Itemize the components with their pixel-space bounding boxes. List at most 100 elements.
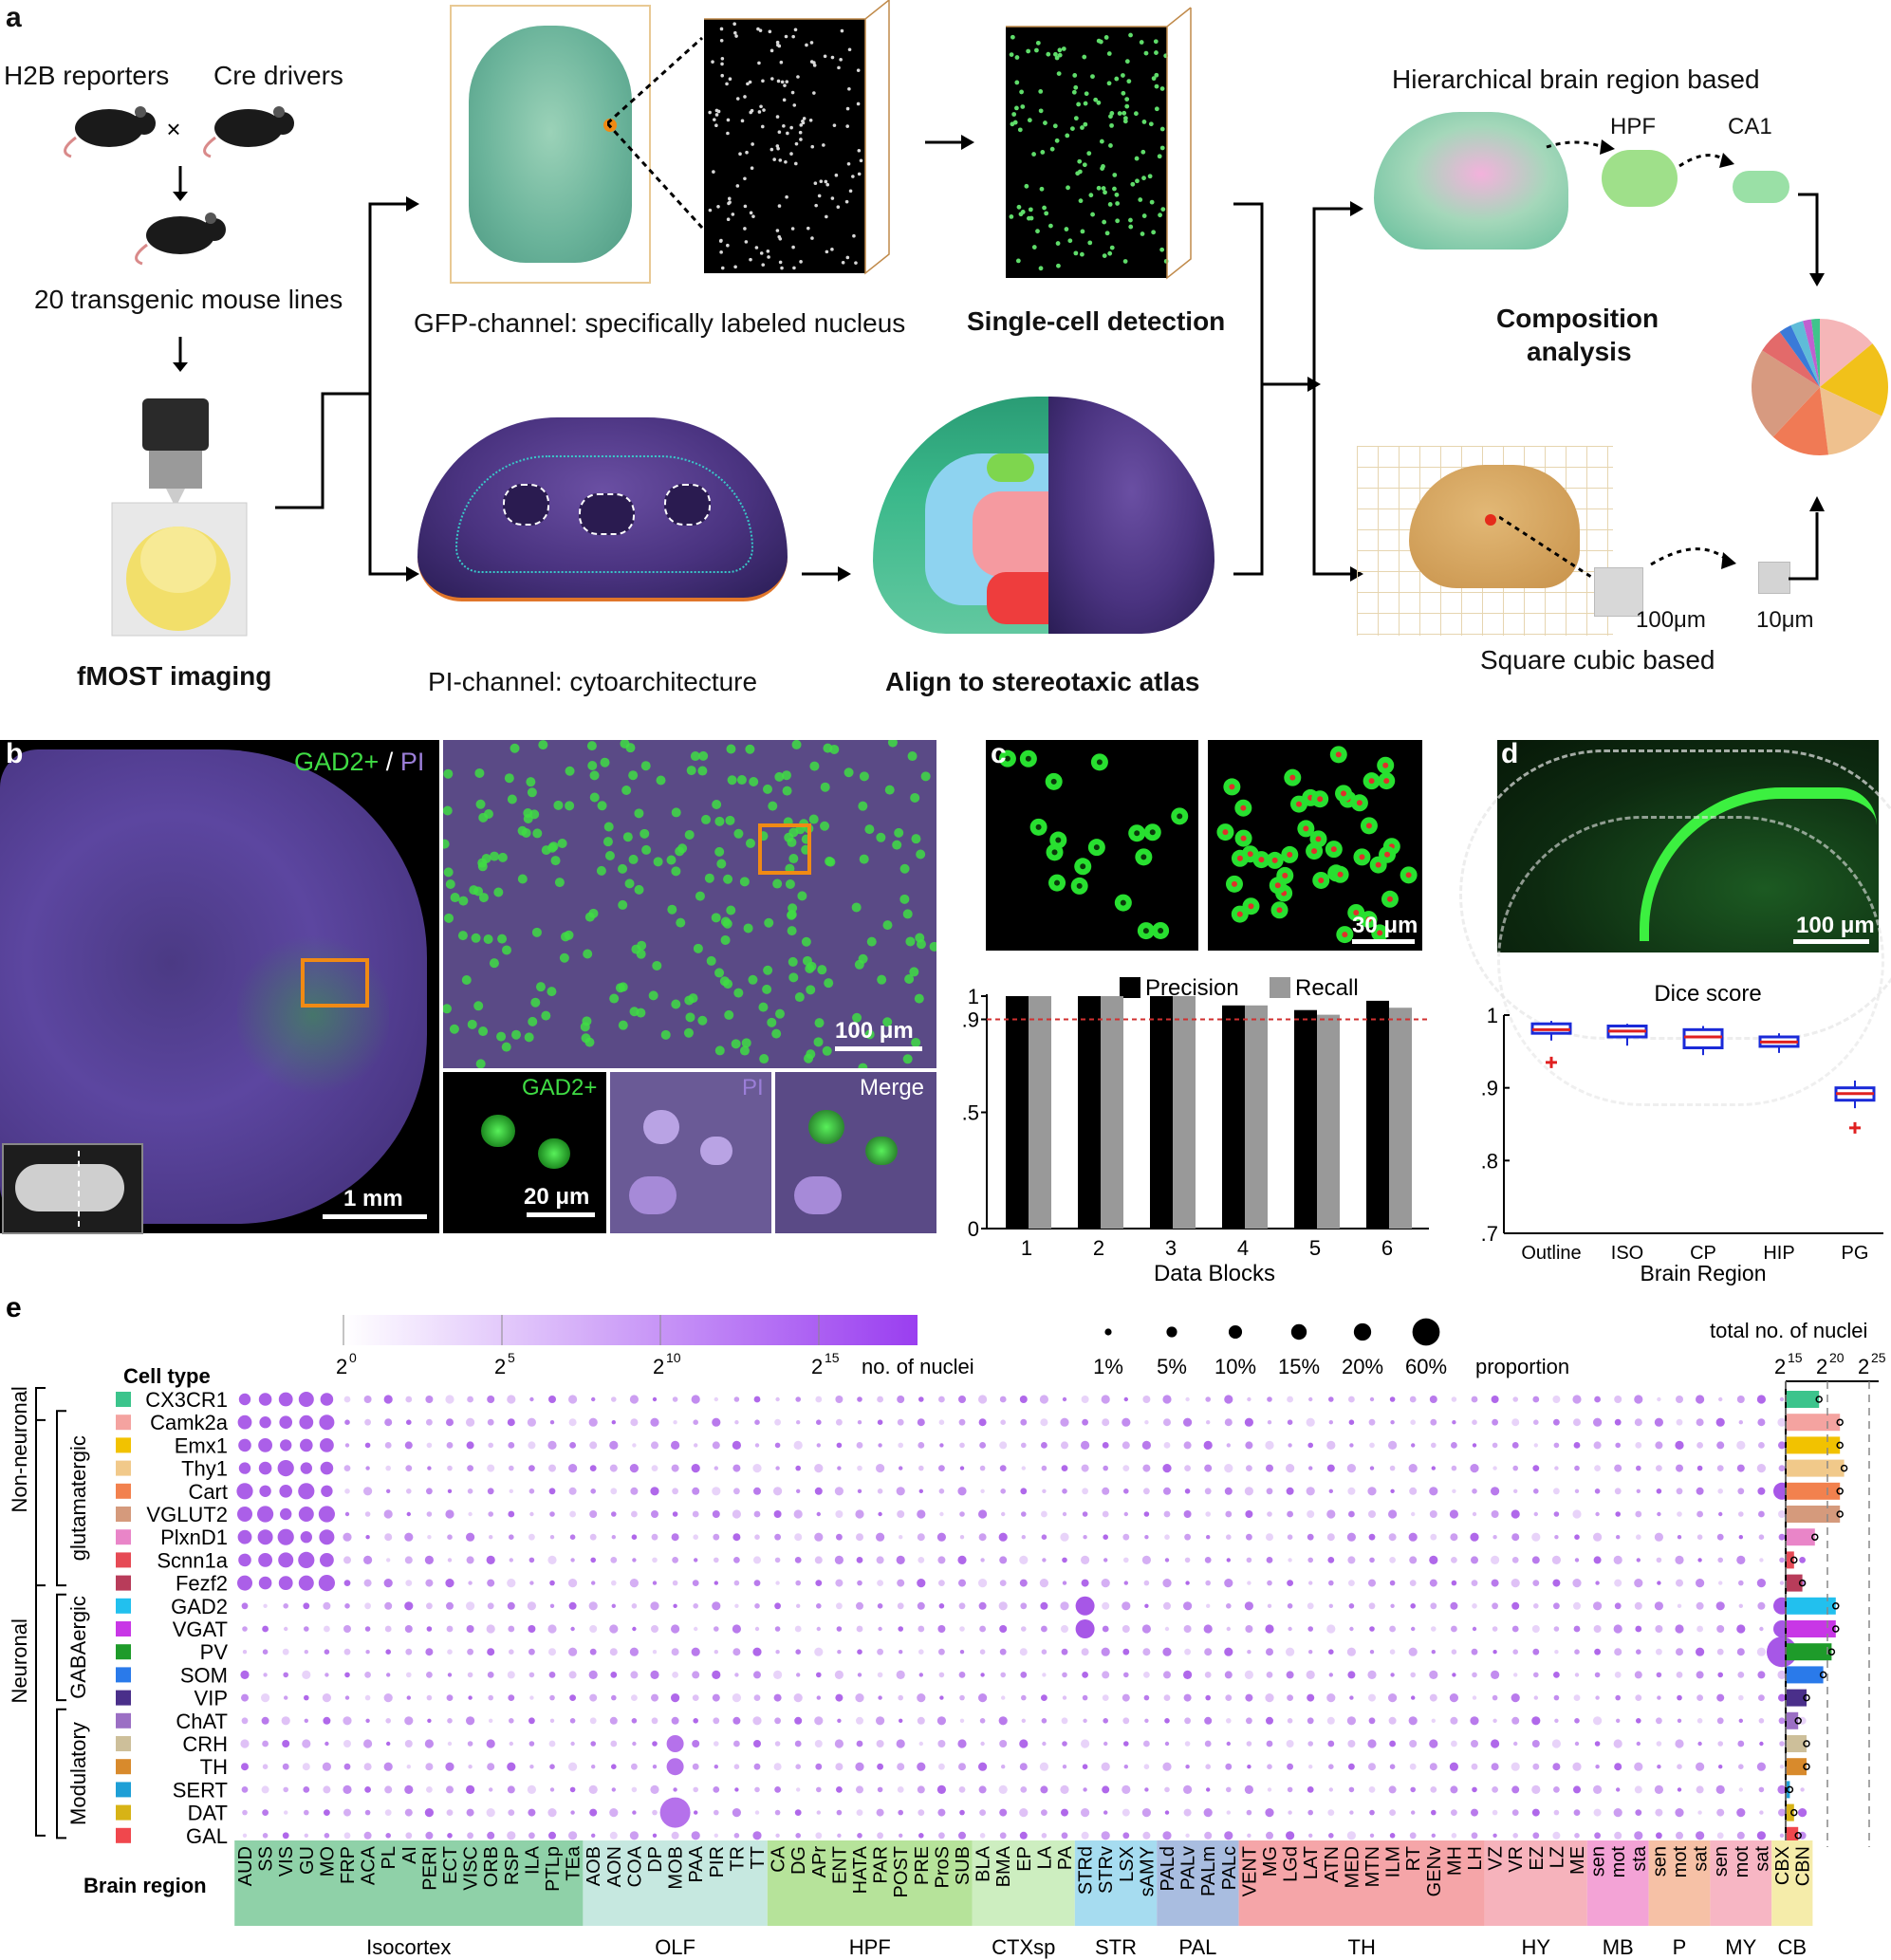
matrix-dot bbox=[857, 1833, 862, 1839]
matrix-dot bbox=[1779, 1833, 1785, 1838]
nucleus-dot bbox=[719, 250, 723, 254]
matrix-dot bbox=[652, 1650, 658, 1655]
matrix-dot bbox=[262, 1649, 269, 1655]
nucleus-dot bbox=[775, 40, 780, 45]
matrix-dot bbox=[1288, 1443, 1292, 1448]
matrix-dot bbox=[527, 1784, 537, 1794]
nucleus-dot bbox=[776, 43, 780, 47]
matrix-dot bbox=[732, 1693, 742, 1703]
matrix-dot bbox=[238, 1462, 251, 1474]
matrix-dot bbox=[1287, 1763, 1293, 1770]
gad-cell-dot bbox=[758, 1002, 769, 1012]
matrix-dot bbox=[918, 1465, 924, 1471]
total-nuclei-point bbox=[1786, 1785, 1794, 1794]
matrix-dot bbox=[672, 1580, 678, 1586]
region-label: RT bbox=[1403, 1846, 1424, 1871]
matrix-dot bbox=[1594, 1741, 1601, 1747]
matrix-dot bbox=[1143, 1672, 1150, 1678]
ca1-label: CA1 bbox=[1728, 114, 1772, 139]
matrix-dot bbox=[486, 1808, 495, 1818]
gad-cell-dot bbox=[844, 767, 854, 778]
nucleus-dot bbox=[720, 73, 725, 78]
matrix-dot bbox=[1141, 1440, 1151, 1450]
gfp-channel-label: GFP-channel: specifically labeled nucleu… bbox=[414, 308, 906, 338]
size-legend-dot bbox=[1412, 1318, 1440, 1346]
cell-core bbox=[1055, 837, 1062, 843]
matrix-dot bbox=[1572, 1579, 1582, 1588]
matrix-dot bbox=[651, 1625, 658, 1633]
matrix-dot bbox=[467, 1488, 473, 1494]
matrix-dot bbox=[1082, 1488, 1088, 1495]
gad-cell-dot bbox=[695, 891, 705, 901]
matrix-dot bbox=[659, 1797, 691, 1828]
matrix-dot bbox=[957, 1739, 967, 1748]
nucleus-dot bbox=[857, 172, 862, 176]
box bbox=[1682, 1027, 1724, 1049]
gad-cell-dot bbox=[553, 800, 564, 810]
cell-type-label: Emx1 bbox=[175, 1433, 228, 1457]
nucleus-dot bbox=[794, 141, 799, 146]
matrix-dot bbox=[241, 1717, 249, 1725]
cell-type-label: GAD2 bbox=[171, 1595, 228, 1618]
matrix-dot bbox=[1472, 1786, 1477, 1793]
matrix-dot bbox=[1224, 1395, 1233, 1404]
matrix-dot bbox=[814, 1487, 823, 1495]
matrix-dot bbox=[918, 1833, 924, 1839]
matrix-dot bbox=[815, 1580, 823, 1586]
matrix-dot bbox=[631, 1534, 638, 1540]
matrix-dot bbox=[343, 1465, 351, 1471]
gad-cell-dot bbox=[497, 852, 508, 862]
matrix-dot bbox=[1471, 1832, 1478, 1840]
total-nuclei-bar bbox=[1786, 1826, 1799, 1844]
matrix-dot bbox=[384, 1625, 392, 1633]
nucleus-dot bbox=[825, 250, 829, 254]
matrix-dot bbox=[835, 1763, 844, 1771]
detection-center bbox=[1271, 857, 1278, 863]
matrix-dot bbox=[1696, 1418, 1704, 1427]
gad-cell-dot bbox=[877, 974, 887, 985]
matrix-dot bbox=[937, 1625, 946, 1633]
matrix-dot bbox=[528, 1648, 535, 1655]
matrix-dot bbox=[467, 1465, 473, 1471]
matrix-dot bbox=[1247, 1650, 1251, 1655]
detection-center bbox=[1359, 854, 1365, 860]
matrix-dot bbox=[1205, 1511, 1211, 1517]
matrix-dot bbox=[835, 1579, 844, 1587]
region-group-band bbox=[234, 1840, 584, 1926]
group-label-neuronal: Neuronal bbox=[8, 1618, 31, 1703]
panel-e-dot-matrix: e2 0 2 5 2 10 2 15 no. of nuclei 1% 5% 10% 15% 20% 60%… bbox=[6, 1292, 1886, 1959]
gad-cell-dot bbox=[497, 934, 508, 944]
gad-cell-dot bbox=[443, 867, 454, 878]
matrix-dot bbox=[1411, 1443, 1416, 1448]
region-label: LSX bbox=[1117, 1846, 1138, 1882]
cell-type-swatch bbox=[116, 1736, 131, 1751]
nucleus-dot bbox=[713, 118, 716, 121]
matrix-dot bbox=[1614, 1648, 1622, 1656]
matrix-dot bbox=[1346, 1831, 1356, 1840]
detected-cell-dot bbox=[1052, 123, 1058, 129]
matrix-dot bbox=[528, 1533, 535, 1541]
detection-center bbox=[1296, 801, 1303, 807]
detected-cell-dot bbox=[1128, 217, 1133, 223]
matrix-dot bbox=[1163, 1510, 1171, 1518]
gad-cell-dot bbox=[564, 930, 574, 940]
matrix-dot bbox=[1266, 1672, 1273, 1678]
gad-cell-dot bbox=[648, 990, 658, 1001]
matrix-dot bbox=[1450, 1716, 1458, 1725]
matrix-dot bbox=[466, 1556, 474, 1564]
matrix-dot bbox=[1675, 1440, 1684, 1450]
nucleus-dot bbox=[812, 64, 817, 67]
nucleus-dot bbox=[837, 65, 841, 70]
matrix-dot bbox=[467, 1832, 473, 1840]
gad-pi-label: GAD2+ / PI bbox=[294, 748, 424, 777]
matrix-dot bbox=[1287, 1419, 1293, 1425]
matrix-dot bbox=[242, 1809, 248, 1816]
matrix-dot bbox=[629, 1831, 640, 1840]
matrix-dot bbox=[1572, 1762, 1582, 1771]
nucleus-dot bbox=[777, 204, 782, 208]
group-label-sub: GABAergic bbox=[66, 1596, 90, 1699]
matrix-dot bbox=[1368, 1602, 1376, 1610]
total-nuclei-bar bbox=[1786, 1735, 1807, 1752]
total-nuclei-bar bbox=[1786, 1459, 1845, 1477]
gad-cell-dot bbox=[911, 834, 921, 844]
